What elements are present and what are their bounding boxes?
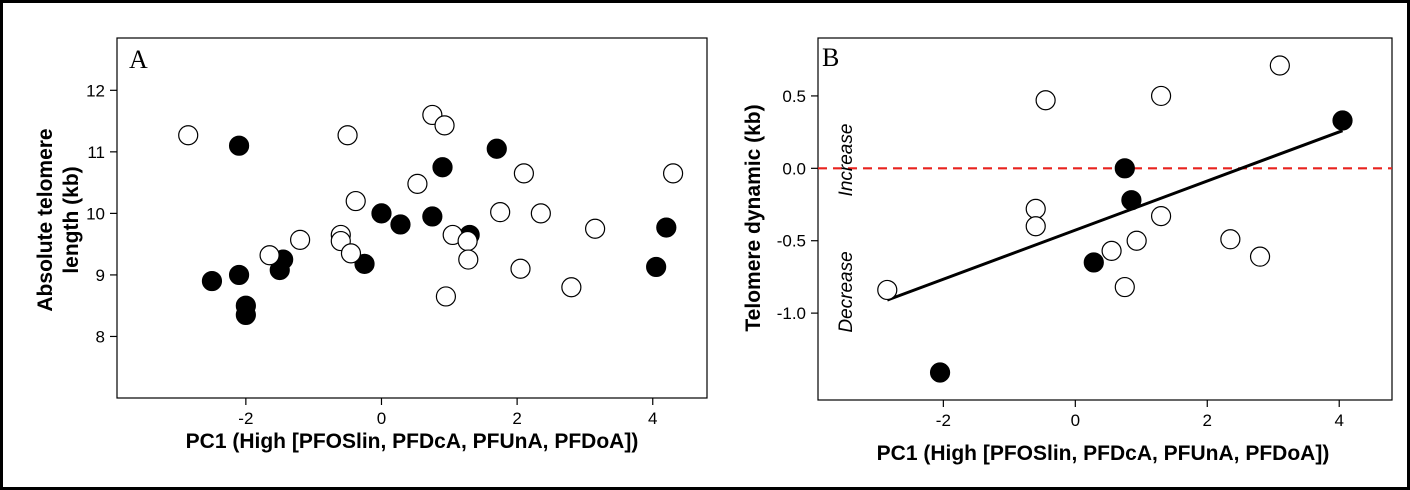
panel-b-y-tick-label: -0.5 <box>777 232 806 251</box>
panel-a-y-tick-label: 12 <box>86 81 105 100</box>
panel-a-x-tick-label: 2 <box>512 409 521 428</box>
panel-a-x-tick-label: 4 <box>648 409 657 428</box>
panel-a-open-point <box>530 203 551 224</box>
panel-a-open-point <box>337 125 358 146</box>
panel-a-y-tick-label: 11 <box>87 143 105 162</box>
panel-b-filled-point <box>929 362 951 383</box>
panel-a-plot-area <box>116 37 708 399</box>
panel-b-filled-point <box>1114 158 1135 179</box>
panel-b: B -2 0 2 4-1.0-0.50.00.5 Increase Decrease … <box>742 37 1393 465</box>
panel-a-open-point <box>340 243 362 264</box>
panel-a-filled-point <box>656 217 677 238</box>
panel-a-filled-point <box>228 264 250 286</box>
panel-b-open-point <box>1220 229 1241 250</box>
panel-b-label: B <box>822 43 839 72</box>
panel-a-open-point <box>510 258 531 279</box>
panel-b-x-tick-label: 2 <box>1203 411 1212 430</box>
panel-b-annotation-increase: Increase <box>836 124 857 197</box>
panel-a-ylabel-line-2: length (kb) <box>60 166 83 273</box>
panel-b-open-point <box>877 279 898 301</box>
panel-a-y-tick-label: 8 <box>96 327 105 346</box>
panel-b-open-point <box>1035 90 1056 111</box>
panel-a-xlabel: PC1 (High [PFOSlin, PFDcA, PFUnA, PFDoA]… <box>186 430 639 453</box>
panel-a-open-point <box>457 230 478 252</box>
panel-a-filled-point <box>390 214 411 235</box>
panel-a-open-point <box>490 202 511 223</box>
panel-b-open-point <box>1150 85 1172 107</box>
panel-a-open-point <box>585 218 606 239</box>
panel-b-x-tick-label: -2 <box>936 411 951 430</box>
panel-a: A -2 0 2 4 8 9 10 11 12 PC1 (High [PFOSlin, PFDc… <box>34 37 708 453</box>
panel-a-filled-point <box>432 157 453 178</box>
panel-b-x-tick-label: 0 <box>1071 411 1080 430</box>
panel-a-open-point <box>561 277 582 298</box>
panel-b-open-point <box>1114 276 1135 298</box>
panel-a-filled-point <box>422 206 443 227</box>
panel-a-open-point <box>407 173 428 194</box>
panel-a-x-tick-label: -2 <box>238 409 253 428</box>
panel-b-filled-point <box>1083 252 1104 273</box>
panel-a-open-point <box>458 249 479 270</box>
panel-a-filled-point <box>269 259 290 281</box>
panel-a-open-point <box>178 125 199 146</box>
panel-a-y-tick-label: 10 <box>86 204 105 223</box>
panel-b-open-point <box>1249 246 1271 267</box>
panel-a-open-point <box>434 115 455 136</box>
panel-a-points <box>178 104 684 326</box>
panel-a-axes: -2 0 2 4 8 9 10 11 12 <box>86 81 657 428</box>
panel-b-filled-point <box>1332 110 1353 131</box>
panel-a-filled-point <box>228 135 250 156</box>
panel-a-filled-point <box>201 270 223 292</box>
panel-b-open-point <box>1025 198 1046 219</box>
panel-a-open-point <box>513 163 534 184</box>
panel-b-y-tick-label: -1.0 <box>777 304 806 323</box>
panel-a-filled-point <box>646 256 667 278</box>
panel-a-filled-point <box>354 253 375 274</box>
panel-b-open-point <box>1126 230 1147 251</box>
panel-a-open-point <box>662 163 684 184</box>
panel-a-open-point <box>259 245 280 266</box>
panel-b-annotation-decrease: Decrease <box>836 251 857 332</box>
panel-a-open-point <box>435 286 457 307</box>
panel-a-filled-point <box>235 304 256 326</box>
panel-a-open-point <box>345 190 366 212</box>
panel-b-y-tick-label: 0.0 <box>782 159 806 178</box>
panel-a-y-tick-label: 9 <box>96 266 105 285</box>
panel-a-open-point <box>290 229 311 250</box>
panel-b-open-point <box>1150 206 1172 227</box>
panel-b-y-tick-label: 0.5 <box>782 87 806 106</box>
panel-b-regression-line <box>886 129 1344 302</box>
panel-a-filled-point <box>371 203 392 224</box>
panel-b-open-point <box>1101 240 1122 261</box>
panel-a-filled-point <box>486 138 507 159</box>
panel-b-ylabel: Telomere dynamic (kb) <box>742 104 765 331</box>
panel-b-x-tick-label: 4 <box>1334 411 1343 430</box>
panel-a-x-tick-label: 0 <box>377 409 386 428</box>
panel-a-label: A <box>129 45 148 74</box>
panel-b-filled-point <box>1121 190 1142 211</box>
panel-b-open-point <box>1269 55 1290 76</box>
panel-b-open-point <box>1025 216 1046 237</box>
panel-b-xlabel: PC1 (High [PFOSlin, PFDcA, PFUnA, PFDoA]… <box>877 442 1330 465</box>
panel-b-lines <box>818 129 1392 302</box>
panel-b-axes: -2 0 2 4 -1.0 -0.5 0.0 0.5 <box>777 87 1344 430</box>
panel-b-points <box>877 55 1353 383</box>
panel-a-ylabel-line-1: Absolute telomere <box>34 128 57 311</box>
